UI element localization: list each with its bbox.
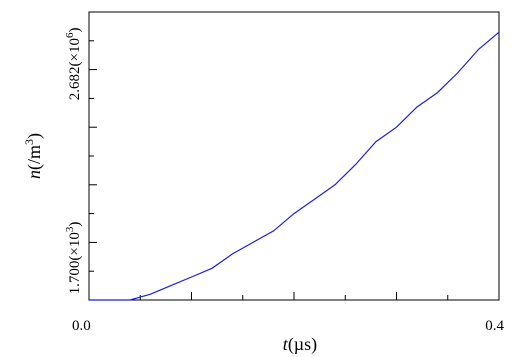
x-tick-label: 0.0 [72,318,91,334]
y-axis-ticks [89,11,97,301]
x-tick-label: 0.4 [485,318,504,334]
x-axis-ticks [88,292,500,300]
x-tick-labels: 0.0 0.4 [72,318,505,334]
x-axis-title: t(µs) [283,334,317,355]
y-tick-labels: 1.700(×103) 2.682(×106) [64,27,83,294]
series-group [89,31,500,301]
y-axis-title: n(/m3) [22,133,45,179]
series-line [89,31,500,301]
plot-frame [88,11,500,301]
y-tick-label: 1.700(×103) [64,222,83,295]
y-tick-label: 2.682(×106) [64,27,83,100]
